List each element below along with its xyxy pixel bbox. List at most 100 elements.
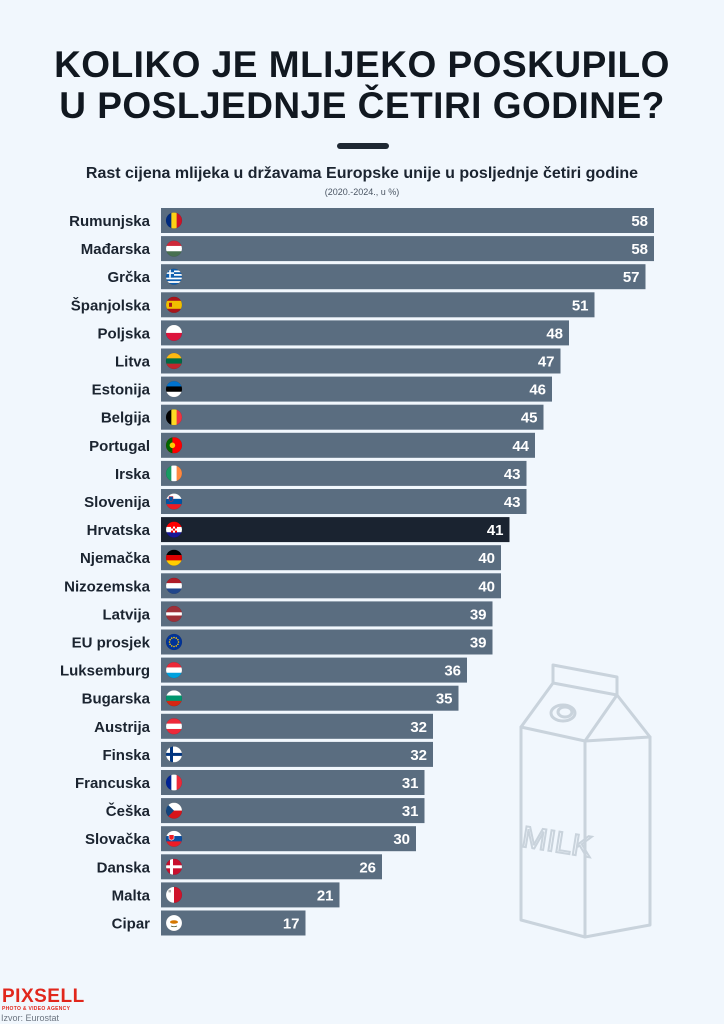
bar-grčka: [161, 264, 646, 290]
bar-danska: [161, 854, 382, 880]
flag-sk-icon: [165, 830, 183, 847]
value-label: 39: [470, 606, 487, 623]
category-label: Latvija: [102, 606, 150, 623]
value-label: 45: [521, 410, 538, 427]
title-divider: [337, 143, 389, 149]
bar-poljska: [161, 320, 569, 346]
flag-lv-icon: [165, 605, 183, 623]
milk-carton-icon: MILK: [519, 663, 652, 939]
flag-pt-icon: [165, 437, 183, 454]
bar-luksemburg: [161, 657, 467, 683]
flag-mt-icon: [165, 886, 183, 904]
bar-litva: [161, 348, 561, 374]
value-label: 58: [631, 213, 648, 230]
flag-hr-icon: [165, 521, 183, 538]
flag-hu-icon: [165, 240, 183, 257]
category-label: Poljska: [97, 325, 150, 342]
flag-si-icon: [165, 493, 183, 510]
flag-eu-icon: [165, 633, 183, 651]
flag-bg-icon: [165, 689, 183, 707]
value-label: 35: [436, 691, 453, 708]
category-label: Slovačka: [85, 831, 151, 848]
bar-belgija: [161, 404, 544, 430]
category-label: Portugal: [89, 438, 150, 455]
flag-at-icon: [165, 718, 183, 735]
brand-name-a: PIX: [2, 986, 35, 1007]
category-label: Estonija: [92, 382, 151, 399]
category-label: Hrvatska: [87, 522, 151, 539]
category-label: Nizozemska: [64, 578, 151, 595]
bar-portugal: [161, 432, 535, 458]
flag-cy-icon: [165, 914, 183, 932]
value-label: 57: [623, 269, 640, 286]
bar-hrvatska: [161, 517, 510, 543]
category-label: Češka: [106, 802, 151, 820]
chart-title: Rast cijena mlijeka u državama Europske …: [85, 165, 639, 182]
category-label: EU prosjek: [72, 635, 151, 652]
value-label: 31: [402, 775, 419, 792]
bar-slovenija: [161, 489, 527, 514]
value-label: 47: [538, 354, 555, 371]
category-label: Finska: [102, 747, 150, 764]
flag-cz-icon: [165, 802, 183, 819]
category-label: Francuska: [75, 775, 151, 792]
flag-fr-icon: [165, 774, 183, 791]
flag-es-icon: [165, 296, 183, 314]
flag-lu-icon: [165, 661, 183, 679]
value-label: 17: [283, 916, 300, 933]
value-label: 26: [359, 859, 376, 876]
flag-ie-icon: [165, 465, 183, 482]
bar-slovačka: [161, 826, 416, 852]
category-label: Rumunjska: [69, 213, 151, 230]
source-note: Izvor: Eurostat: [1, 1013, 60, 1023]
bar-finska: [161, 741, 433, 767]
title-line-2: U POSLJEDNJE ČETIRI GODINE?: [59, 85, 665, 126]
bar-latvija: [161, 601, 493, 627]
value-label: 46: [529, 382, 546, 399]
value-label: 51: [572, 297, 589, 314]
flag-dk-icon: [165, 858, 183, 876]
bar-nizozemska: [161, 573, 501, 599]
category-label: Belgija: [101, 410, 151, 427]
bar-španjolska: [161, 292, 595, 318]
category-label: Austrija: [94, 719, 151, 736]
bar-malta: [161, 882, 340, 908]
title-line-1: KOLIKO JE MLIJEKO POSKUPILO: [54, 44, 670, 85]
page-title: KOLIKO JE MLIJEKO POSKUPILO U POSLJEDNJE…: [0, 44, 724, 126]
category-label: Španjolska: [71, 296, 151, 314]
category-label: Irska: [115, 466, 151, 483]
chart-subtitle: (2020.-2024., u %): [324, 187, 400, 197]
category-label: Slovenija: [84, 494, 151, 511]
bar-eu prosjek: [161, 629, 493, 655]
value-label: 21: [317, 887, 334, 904]
flag-ro-icon: [165, 212, 183, 229]
category-label: Luksemburg: [60, 663, 150, 680]
category-label: Danska: [97, 859, 151, 876]
flag-lt-icon: [165, 352, 183, 370]
value-label: 31: [402, 803, 419, 820]
bar-estonija: [161, 376, 552, 402]
bar-češka: [161, 798, 425, 824]
category-label: Mađarska: [81, 241, 151, 258]
value-label: 43: [504, 466, 521, 483]
bar-bugarska: [161, 685, 459, 711]
flag-gr-icon: [165, 268, 183, 285]
value-label: 40: [478, 550, 495, 567]
bar-francuska: [161, 770, 425, 795]
value-label: 41: [487, 522, 504, 539]
value-label: 43: [504, 494, 521, 511]
value-label: 44: [512, 438, 529, 455]
flag-fi-icon: [165, 746, 183, 763]
bar-njemačka: [161, 545, 501, 571]
flag-be-icon: [165, 408, 183, 426]
flag-ee-icon: [165, 380, 183, 398]
bar-rumunjska: [161, 208, 654, 233]
bar-mađarska: [161, 236, 654, 262]
value-label: 58: [631, 241, 648, 258]
value-label: 48: [546, 325, 563, 342]
category-label: Bugarska: [82, 691, 151, 708]
category-label: Njemačka: [80, 550, 151, 567]
bar-austrija: [161, 713, 433, 739]
flag-de-icon: [165, 549, 183, 566]
